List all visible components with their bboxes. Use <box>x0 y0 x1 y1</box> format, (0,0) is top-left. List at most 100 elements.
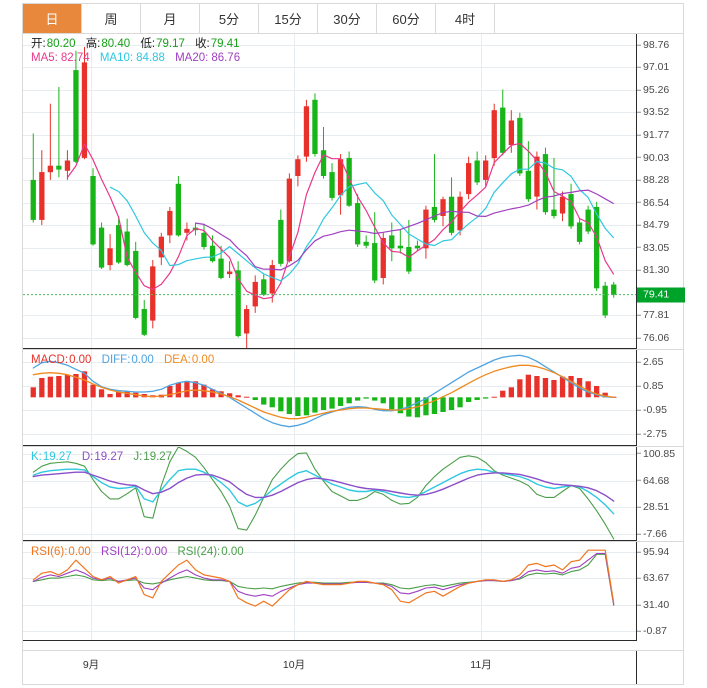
macd-svg <box>23 350 636 446</box>
rsi-plot[interactable] <box>23 542 636 641</box>
y-axis-tick: 100.85 <box>637 448 675 459</box>
period-tabbar: 日 周 月 5分 15分 30分 60分 4时 <box>22 3 684 34</box>
rsi-svg <box>23 542 636 641</box>
rsi24-label: RSI(24): <box>177 546 221 558</box>
y-axis-tick: -0.87 <box>637 626 667 637</box>
kdj-legend-line: K:19.27 D:19.27 J:19.27 <box>31 450 179 464</box>
tab-4hour-label: 4时 <box>454 12 476 27</box>
tab-week-label: 周 <box>104 12 118 27</box>
diff-label: DIFF: <box>101 354 131 366</box>
close-label: 收: <box>195 38 210 50</box>
y-axis-tick: 0.85 <box>637 381 663 392</box>
open-label: 开: <box>31 38 46 50</box>
macd-legend: MACD:0.00 DIFF:0.00 DEA:0.00 <box>31 353 228 367</box>
macd-legend-line: MACD:0.00 DIFF:0.00 DEA:0.00 <box>31 353 221 367</box>
ma20-label: MA20: <box>175 52 209 64</box>
y-axis-tick: 64.68 <box>637 475 669 486</box>
macd-y-axis: 2.65 0.85 -0.95 -2.75 <box>636 350 684 446</box>
price-svg <box>23 34 636 349</box>
close-value: 79.41 <box>210 38 240 50</box>
ma5-value: 82.74 <box>60 52 90 64</box>
tabbar-filler <box>495 4 683 33</box>
y-axis-tick: 98.76 <box>637 40 669 51</box>
tab-4hour[interactable]: 4时 <box>436 4 495 33</box>
rsi-legend-line: RSI(6):0.00 RSI(12):0.00 RSI(24):0.00 <box>31 545 251 559</box>
tab-15min[interactable]: 15分 <box>259 4 318 33</box>
tab-month-label: 月 <box>163 12 177 27</box>
x-axis-bar: 9月 10月 11月 <box>22 651 684 685</box>
y-axis-tick: 86.54 <box>637 197 669 208</box>
rsi-panel: RSI(6):0.00 RSI(12):0.00 RSI(24):0.00 95… <box>23 541 683 641</box>
x-axis-tick: 9月 <box>82 659 100 671</box>
y-axis-tick: 76.06 <box>637 333 669 344</box>
tab-15min-label: 15分 <box>274 12 302 27</box>
y-axis-tick: 91.77 <box>637 130 669 141</box>
y-axis-tick: 88.28 <box>637 175 669 186</box>
dea-value: 0.00 <box>191 354 215 366</box>
rsi12-value: 0.00 <box>144 546 168 558</box>
y-axis-tick: -7.66 <box>637 529 667 540</box>
y-axis-tick: 95.94 <box>637 547 669 558</box>
price-panel: 开:80.20 高:80.40 低:79.17 收:79.41 MA5: 82.7… <box>23 34 685 349</box>
y-axis-tick: 63.67 <box>637 573 669 584</box>
ma-line: MA5: 82.74 MA10: 84.88 MA20: 86.76 <box>31 51 247 65</box>
tab-5min[interactable]: 5分 <box>200 4 259 33</box>
ma20-value: 86.76 <box>211 52 241 64</box>
last-price-badge: 79.41 <box>637 287 685 303</box>
low-value: 79.17 <box>156 38 185 50</box>
tab-day[interactable]: 日 <box>23 4 82 33</box>
j-value: 19.27 <box>143 451 173 463</box>
tab-60min[interactable]: 60分 <box>377 4 436 33</box>
tab-5min-label: 5分 <box>218 12 240 27</box>
ohlc-line: 开:80.20 高:80.40 低:79.17 收:79.41 <box>31 37 247 51</box>
price-y-axis: 98.76 97.01 95.26 93.52 91.77 90.03 88.28 86.54… <box>636 34 685 349</box>
y-axis-tick: 31.40 <box>637 600 669 611</box>
high-value: 80.40 <box>101 38 131 50</box>
kdj-plot[interactable] <box>23 447 636 541</box>
x-axis-tick: 11月 <box>470 659 492 671</box>
chart-frame: 开:80.20 高:80.40 低:79.17 收:79.41 MA5: 82.7… <box>22 34 685 651</box>
rsi-legend: RSI(6):0.00 RSI(12):0.00 RSI(24):0.00 <box>31 545 258 559</box>
tab-day-label: 日 <box>45 12 59 27</box>
price-plot[interactable] <box>23 34 636 349</box>
rsi-y-axis: 95.94 63.67 31.40 -0.87 <box>636 542 684 641</box>
tab-month[interactable]: 月 <box>141 4 200 33</box>
ma5-label: MA5: <box>31 52 58 64</box>
high-label: 高: <box>85 38 101 50</box>
x-axis-tick: 10月 <box>282 659 306 671</box>
d-label: D: <box>81 451 94 463</box>
macd-label: MACD: <box>31 354 69 366</box>
price-legend: 开:80.20 高:80.40 低:79.17 收:79.41 MA5: 82.7… <box>31 37 254 65</box>
rsi6-value: 0.00 <box>68 546 91 558</box>
tab-30min[interactable]: 30分 <box>318 4 377 33</box>
ma10-label: MA10: <box>99 52 134 64</box>
y-axis-tick: 83.05 <box>637 242 669 253</box>
kdj-svg <box>23 447 636 541</box>
ma10-value: 84.88 <box>136 52 165 64</box>
dea-label: DEA: <box>164 354 191 366</box>
kdj-legend: K:19.27 D:19.27 J:19.27 <box>31 450 186 464</box>
macd-plot[interactable] <box>23 350 636 446</box>
tab-30min-label: 30分 <box>333 12 361 27</box>
kdj-baseline <box>23 540 636 541</box>
rsi6-label: RSI(6): <box>31 546 68 558</box>
y-axis-tick: -0.95 <box>637 405 667 416</box>
macd-panel: MACD:0.00 DIFF:0.00 DEA:0.00 2.65 0.85 -0.… <box>23 349 683 446</box>
tab-week[interactable]: 周 <box>82 4 141 33</box>
y-axis-tick: -2.75 <box>637 429 667 440</box>
y-axis-tick: 28.51 <box>637 502 669 513</box>
y-axis-tick: 84.79 <box>637 220 669 231</box>
k-label: K: <box>31 451 42 463</box>
tab-60min-label: 60分 <box>392 12 420 27</box>
macd-baseline <box>23 445 636 446</box>
x-axis-separator <box>636 651 637 684</box>
j-label: J: <box>133 451 143 463</box>
last-price-badge-label: 79.41 <box>643 288 670 301</box>
d-value: 19.27 <box>94 451 124 463</box>
low-label: 低: <box>140 38 156 50</box>
y-axis-tick: 93.52 <box>637 107 669 118</box>
y-axis-tick: 97.01 <box>637 62 669 73</box>
y-axis-tick: 77.81 <box>637 310 669 321</box>
diff-value: 0.00 <box>131 354 154 366</box>
rsi24-value: 0.00 <box>221 546 244 558</box>
